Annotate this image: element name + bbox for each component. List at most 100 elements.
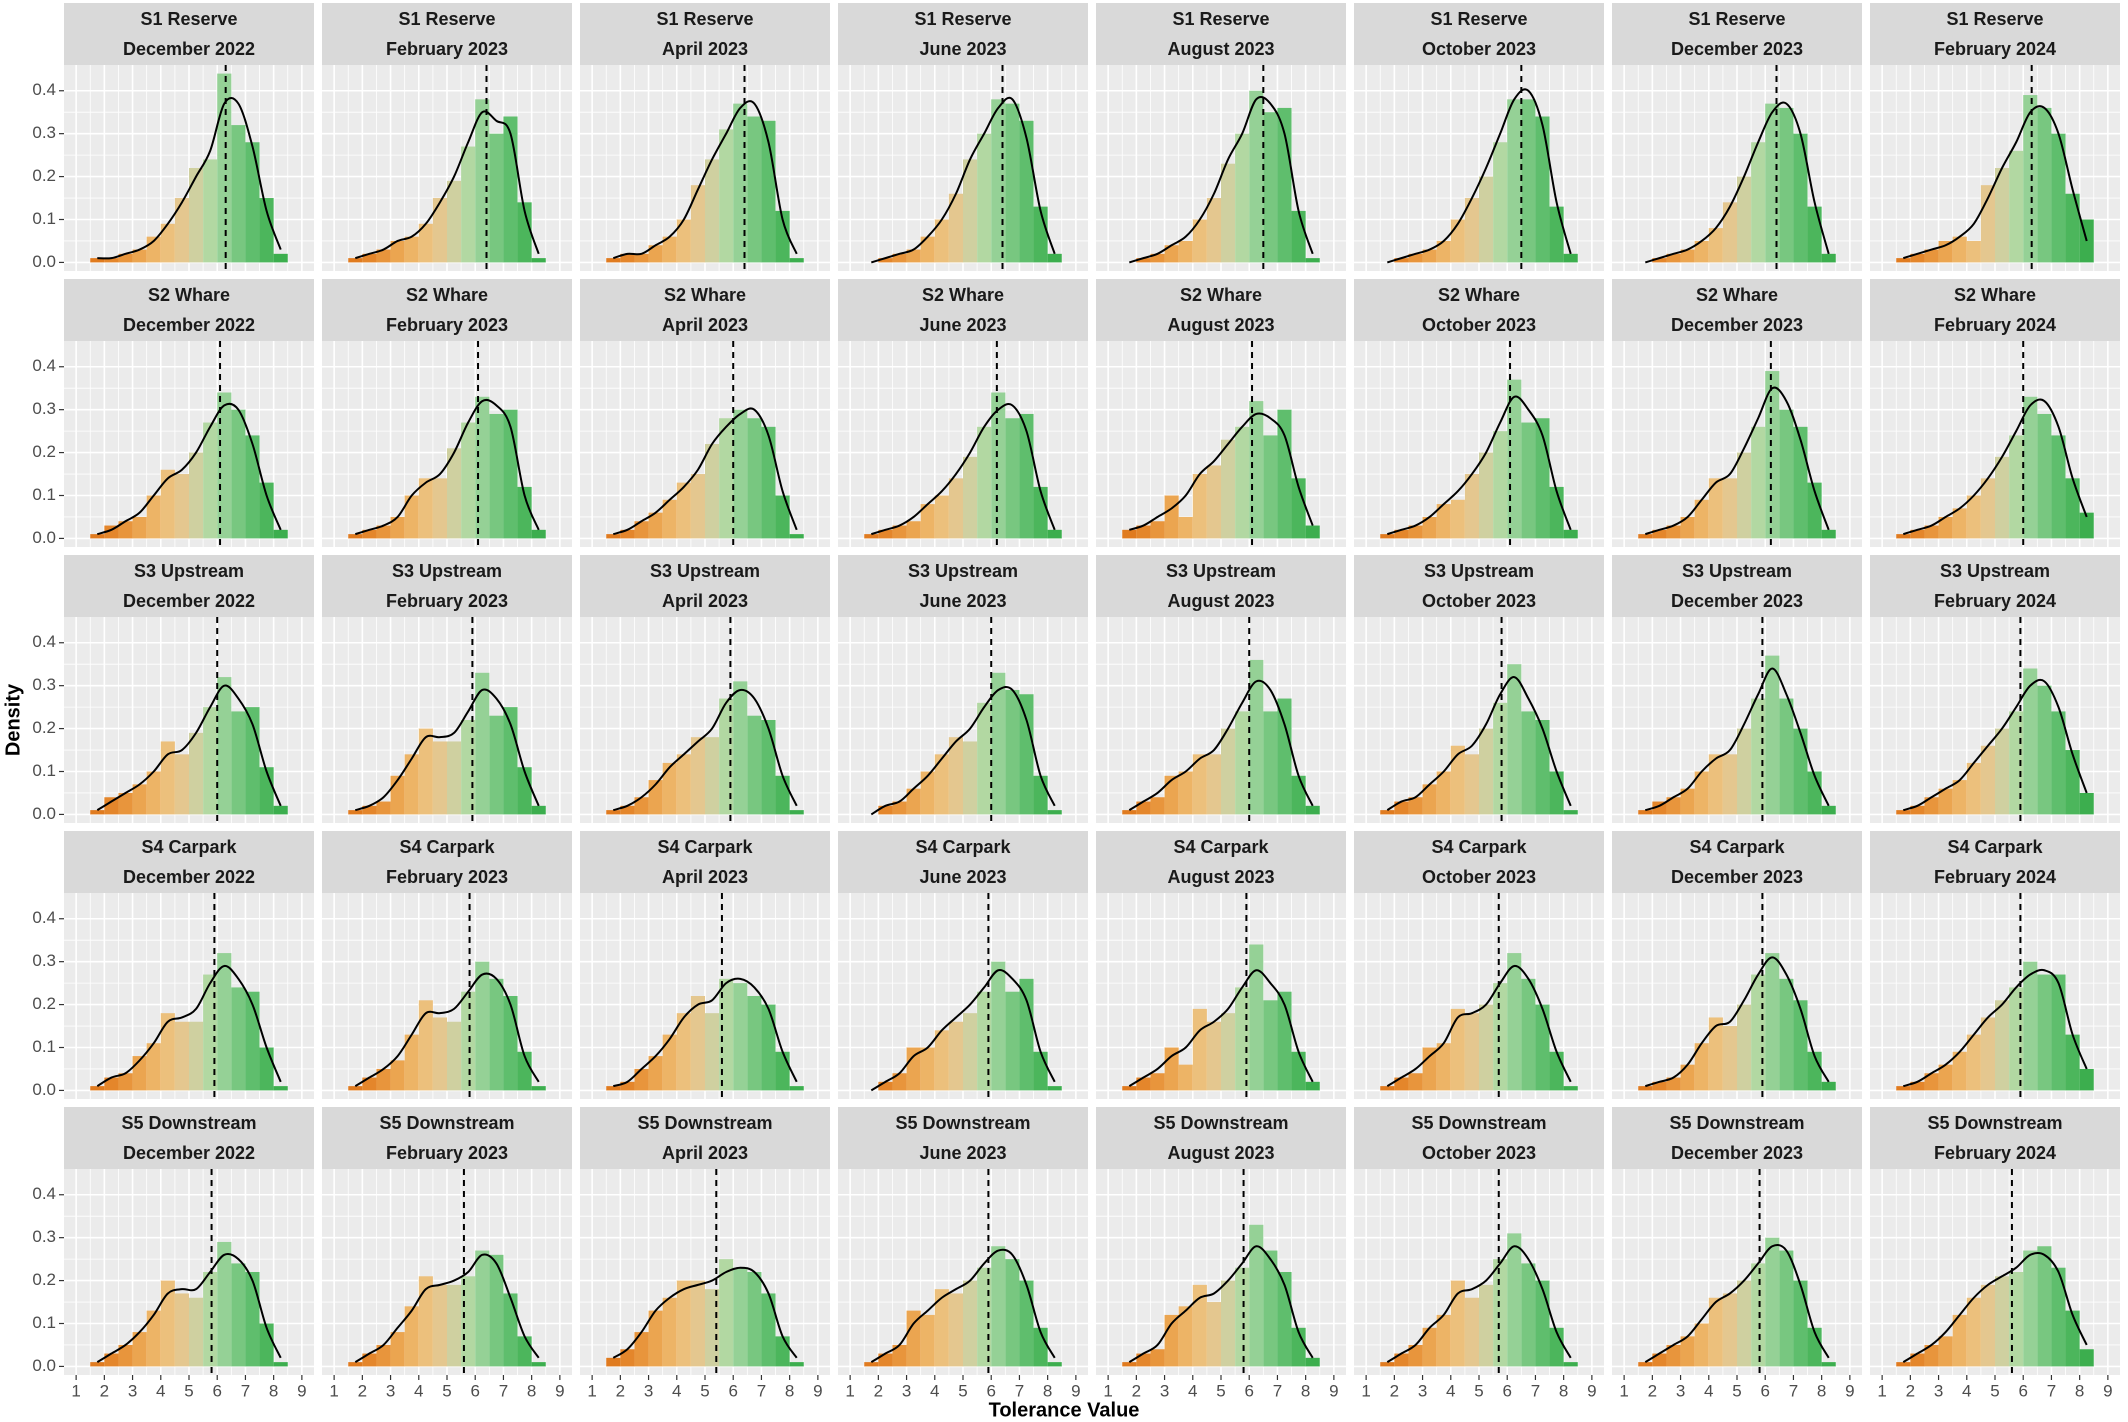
bar (1178, 240, 1193, 263)
strip-site: S5 Downstream (637, 1113, 772, 1133)
panel: S3 Upstream October 2023 (1354, 555, 1604, 823)
panel: S2 Whare February 2023 (322, 279, 572, 547)
strip-date: February 2024 (1934, 1143, 2056, 1163)
strip-site: S2 Whare (1438, 285, 1520, 305)
y-tick-label: 0.4 (32, 356, 56, 375)
bar (203, 422, 218, 539)
bar (461, 1276, 476, 1367)
bar (662, 1297, 677, 1367)
bar (1521, 711, 1536, 815)
bar (104, 797, 119, 815)
bar (775, 775, 790, 815)
bar (1694, 240, 1709, 263)
bar (1263, 1250, 1278, 1367)
bar (1047, 529, 1062, 539)
strip-date: February 2023 (386, 39, 508, 59)
density-curve (354, 972, 540, 1087)
x-tick-label: 6 (2018, 1381, 2027, 1400)
bar (1896, 1362, 1911, 1367)
bar (1178, 1064, 1193, 1091)
bar (461, 422, 476, 539)
bar (906, 521, 921, 539)
bar (1952, 1051, 1967, 1091)
bar (418, 1276, 433, 1367)
bar (1249, 659, 1264, 815)
panel: S2 Whare August 2023 (1096, 279, 1346, 547)
x-tick-label: 6 (728, 1381, 737, 1400)
x-tick-label: 3 (902, 1381, 911, 1400)
x-tick-label: 9 (2103, 1381, 2112, 1400)
bar (531, 529, 546, 539)
bar (1535, 1004, 1550, 1091)
strip-site: S3 Upstream (1166, 561, 1276, 581)
x-tick-label: 9 (1071, 1381, 1080, 1400)
bar (934, 219, 949, 263)
bar (1507, 664, 1522, 815)
strip-site: S1 Reserve (1430, 9, 1527, 29)
bar (2079, 792, 2094, 815)
bar (2023, 668, 2038, 815)
strip-site: S1 Reserve (398, 9, 495, 29)
bar (906, 1310, 921, 1367)
strip-date: February 2024 (1934, 867, 2056, 887)
x-tick-label: 1 (1103, 1381, 1112, 1400)
bar (1436, 1314, 1451, 1367)
x-tick-label: 7 (499, 1381, 508, 1400)
panel: S1 Reserve April 2023 (580, 3, 830, 271)
bar (1666, 1344, 1681, 1367)
bar (90, 258, 105, 263)
bar (662, 762, 677, 815)
bar (90, 1086, 105, 1091)
bar (1047, 1362, 1062, 1367)
x-tick-label: 2 (1648, 1381, 1657, 1400)
bar (1694, 499, 1709, 539)
bar (348, 534, 363, 539)
bar (864, 534, 879, 539)
bar (1263, 112, 1278, 263)
bar (217, 73, 232, 263)
bar (1549, 771, 1564, 815)
bar (1422, 1047, 1437, 1091)
strip-date: August 2023 (1167, 39, 1274, 59)
strip-date: February 2024 (1934, 315, 2056, 335)
density-curve (1386, 964, 1572, 1087)
x-tick-label: 7 (1789, 1381, 1798, 1400)
y-tick-label: 0.1 (32, 1313, 56, 1332)
bar (160, 469, 175, 539)
bar (690, 737, 705, 815)
x-tick-label: 3 (386, 1381, 395, 1400)
bar (348, 1362, 363, 1367)
x-tick-label: 4 (1446, 1381, 1455, 1400)
bar (963, 159, 978, 263)
density-curve (354, 1253, 540, 1363)
x-tick-label: 6 (1244, 1381, 1253, 1400)
strip-site: S2 Whare (1696, 285, 1778, 305)
bar (1422, 516, 1437, 539)
bar (2023, 95, 2038, 263)
strip-site: S4 Carpark (1431, 837, 1527, 857)
bar (1221, 1013, 1236, 1091)
bar (892, 253, 907, 263)
density-curve (1903, 678, 2088, 812)
bar (761, 1293, 776, 1367)
density-curve (96, 1252, 282, 1363)
bar (245, 1272, 260, 1367)
bar (963, 456, 978, 539)
strip-bg (64, 3, 314, 65)
y-tick-label: 0.0 (32, 804, 56, 823)
density-curve (97, 97, 282, 260)
bar (1047, 253, 1062, 263)
bar (733, 681, 748, 815)
bar (1938, 1336, 1953, 1367)
density-curve (1903, 105, 2088, 260)
bar (1507, 953, 1522, 1091)
bar (676, 1013, 691, 1091)
strip-site: S4 Carpark (657, 837, 753, 857)
bar (1408, 797, 1423, 815)
bar (1206, 198, 1221, 263)
y-tick-label: 0.4 (32, 80, 56, 99)
strip-bg (1870, 3, 2120, 65)
x-tick-label: 8 (527, 1381, 536, 1400)
bar (432, 1017, 447, 1091)
strip-bg (1612, 3, 1862, 65)
